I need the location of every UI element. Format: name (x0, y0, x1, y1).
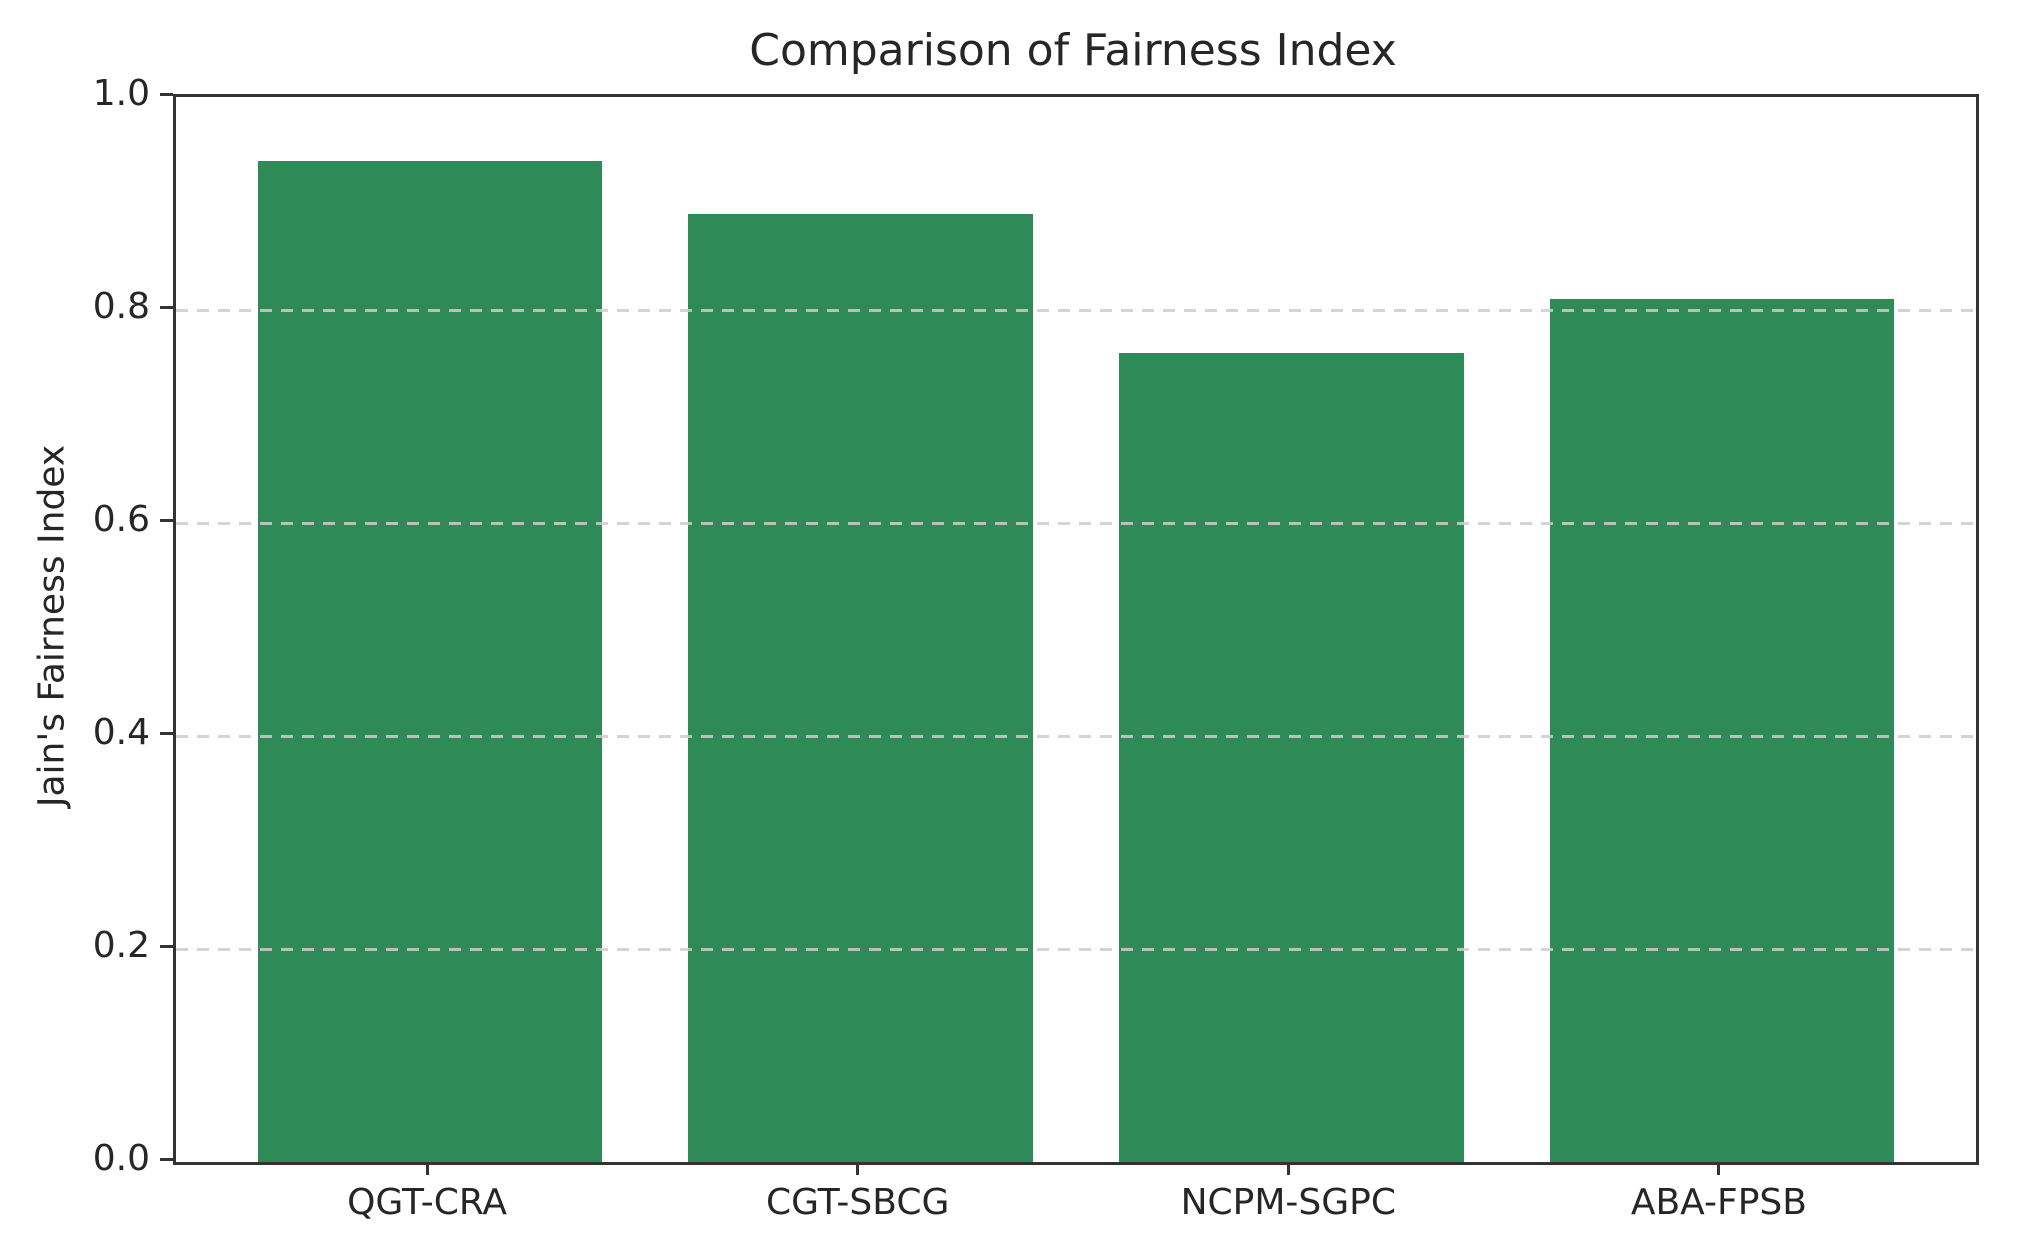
x-tick-mark (1717, 1162, 1721, 1175)
gridline-y-0.2 (176, 947, 1976, 951)
y-tick-label: 0.2 (92, 925, 150, 966)
y-tick-label: 0.6 (92, 499, 150, 540)
x-tick-label-ABA-FPSB: ABA-FPSB (1630, 1182, 1807, 1223)
bar-NCPM-SGPC (1119, 352, 1464, 1162)
y-tick-label: 0.4 (92, 712, 150, 753)
y-tick-mark (160, 731, 173, 735)
y-tick-mark (160, 305, 173, 309)
y-tick-mark (160, 92, 173, 96)
y-tick-mark (160, 944, 173, 948)
plot-area (173, 94, 1979, 1165)
y-tick-label: 0.0 (92, 1138, 150, 1179)
y-tick-mark (160, 1157, 173, 1161)
y-axis-label: Jain's Fairness Index (31, 444, 73, 808)
bar-QGT-CRA (257, 160, 603, 1162)
bar-CGT-SBCG (688, 214, 1033, 1162)
x-tick-label-CGT-SBCG: CGT-SBCG (766, 1182, 950, 1223)
x-tick-mark (1286, 1162, 1290, 1175)
gridline-y-0.8 (176, 308, 1976, 312)
x-tick-label-QGT-CRA: QGT-CRA (347, 1182, 508, 1223)
gridline-y-0.6 (176, 521, 1976, 525)
gridline-y-0.4 (176, 734, 1976, 738)
chart-title: Comparison of Fairness Index (749, 25, 1397, 76)
x-tick-label-NCPM-SGPC: NCPM-SGPC (1180, 1182, 1397, 1223)
y-tick-label: 1.0 (92, 73, 150, 114)
y-tick-label: 0.8 (92, 286, 150, 327)
y-tick-mark (160, 518, 173, 522)
x-tick-mark (425, 1162, 429, 1175)
x-tick-mark (856, 1162, 860, 1175)
bar-ABA-FPSB (1549, 299, 1895, 1162)
